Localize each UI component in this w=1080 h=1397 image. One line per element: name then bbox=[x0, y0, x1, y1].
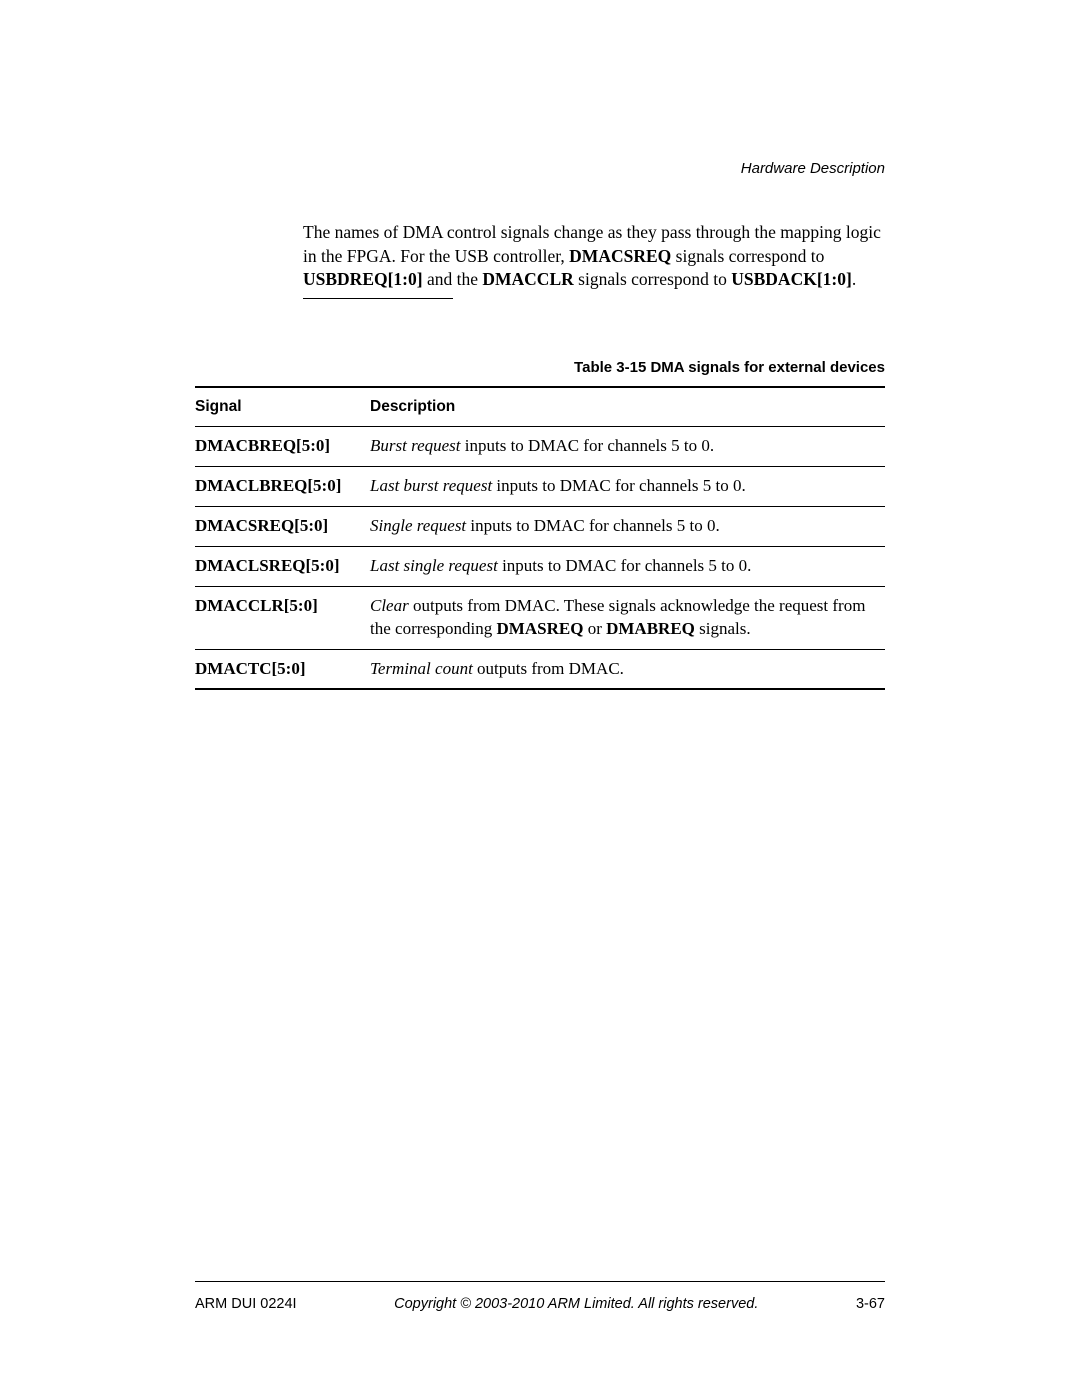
footer-copyright: Copyright © 2003-2010 ARM Limited. All r… bbox=[297, 1296, 856, 1312]
description-cell: Single request inputs to DMAC for channe… bbox=[370, 506, 885, 546]
description-cell: Last burst request inputs to DMAC for ch… bbox=[370, 466, 885, 506]
table-header-row: Signal Description bbox=[195, 387, 885, 427]
col-description: Description bbox=[370, 387, 885, 427]
dma-signals-table: Signal Description DMACBREQ[5:0]Burst re… bbox=[195, 386, 885, 691]
col-signal: Signal bbox=[195, 387, 370, 427]
description-cell: Last single request inputs to DMAC for c… bbox=[370, 546, 885, 586]
table-row: DMACBREQ[5:0]Burst request inputs to DMA… bbox=[195, 426, 885, 466]
footer-doc-id: ARM DUI 0224I bbox=[195, 1296, 297, 1312]
table-row: DMACLBREQ[5:0]Last burst request inputs … bbox=[195, 466, 885, 506]
signal-cell: DMACBREQ[5:0] bbox=[195, 426, 370, 466]
table-row: DMACCLR[5:0]Clear outputs from DMAC. The… bbox=[195, 586, 885, 649]
intro-paragraph: The names of DMA control signals change … bbox=[303, 221, 885, 292]
table-row: DMACTC[5:0]Terminal count outputs from D… bbox=[195, 649, 885, 689]
signal-cell: DMACCLR[5:0] bbox=[195, 586, 370, 649]
section-header: Hardware Description bbox=[195, 160, 885, 177]
table-row: DMACLSREQ[5:0]Last single request inputs… bbox=[195, 546, 885, 586]
signal-cell: DMACLSREQ[5:0] bbox=[195, 546, 370, 586]
table-caption: Table 3-15 DMA signals for external devi… bbox=[195, 359, 885, 376]
signal-cell: DMACTC[5:0] bbox=[195, 649, 370, 689]
description-cell: Clear outputs from DMAC. These signals a… bbox=[370, 586, 885, 649]
page-content: Hardware Description The names of DMA co… bbox=[0, 0, 1080, 690]
signal-cell: DMACLBREQ[5:0] bbox=[195, 466, 370, 506]
signal-cell: DMACSREQ[5:0] bbox=[195, 506, 370, 546]
paragraph-rule bbox=[303, 298, 453, 299]
page-footer: ARM DUI 0224I Copyright © 2003-2010 ARM … bbox=[195, 1281, 885, 1312]
table-body: DMACBREQ[5:0]Burst request inputs to DMA… bbox=[195, 426, 885, 689]
description-cell: Terminal count outputs from DMAC. bbox=[370, 649, 885, 689]
footer-page-number: 3-67 bbox=[856, 1296, 885, 1312]
table-row: DMACSREQ[5:0]Single request inputs to DM… bbox=[195, 506, 885, 546]
description-cell: Burst request inputs to DMAC for channel… bbox=[370, 426, 885, 466]
